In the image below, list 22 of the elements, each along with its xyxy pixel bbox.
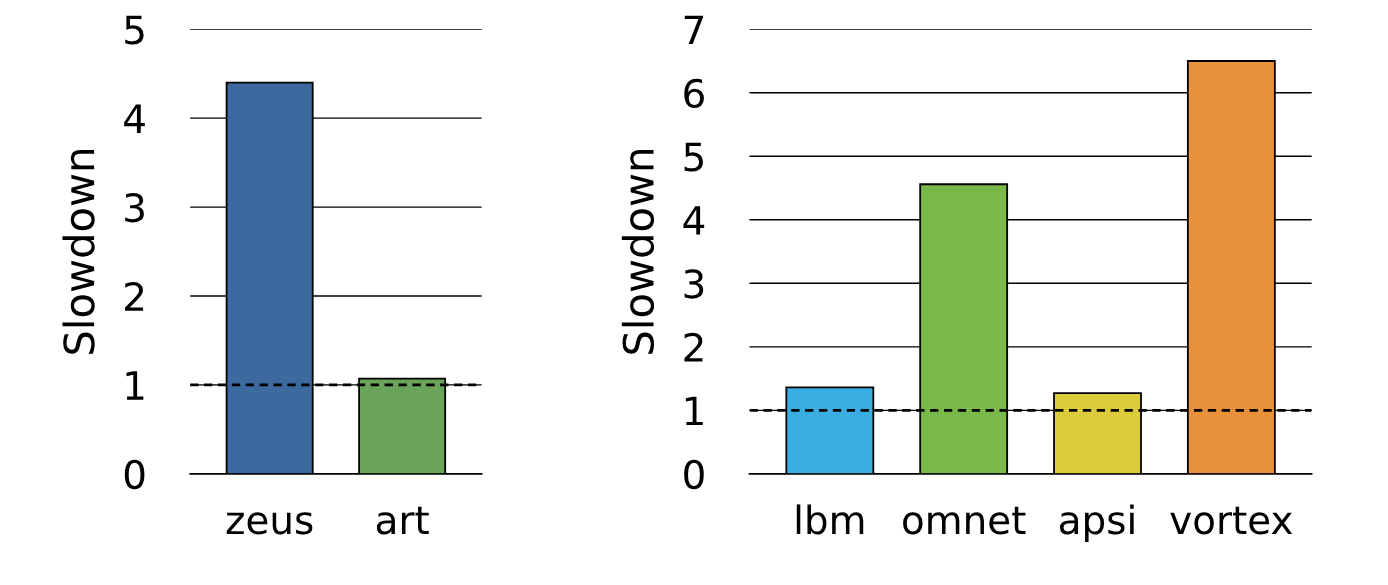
y-axis-title: Slowdown [621,150,655,354]
y-tick-label: 2 [125,281,144,311]
y-tick-label: 4 [124,104,145,133]
y-tick-label: 5 [125,15,144,45]
y-tick-label: 2 [684,332,703,362]
y-tick-label: 0 [124,459,145,490]
y-tick-label: 3 [684,269,704,299]
x-tick-label: zeus [226,512,313,535]
x-tick-label: apsi [1060,504,1134,543]
y-tick-label: 1 [685,396,703,426]
y-tick-label: 5 [684,142,703,172]
x-tick-label: lbm [796,504,864,535]
y-tick-label: 0 [684,459,704,490]
y-tick-label: 4 [683,206,705,235]
x-tick-label: art [376,506,429,535]
y-tick-label: 1 [126,371,144,400]
y-tick-label: 7 [684,15,704,45]
y-tick-label: 3 [125,193,144,223]
x-tick-label: vortex [1170,506,1293,535]
x-tick-label: omnet [903,506,1026,535]
y-tick-label: 6 [684,78,704,109]
y-axis-title: Slowdown [62,150,95,354]
